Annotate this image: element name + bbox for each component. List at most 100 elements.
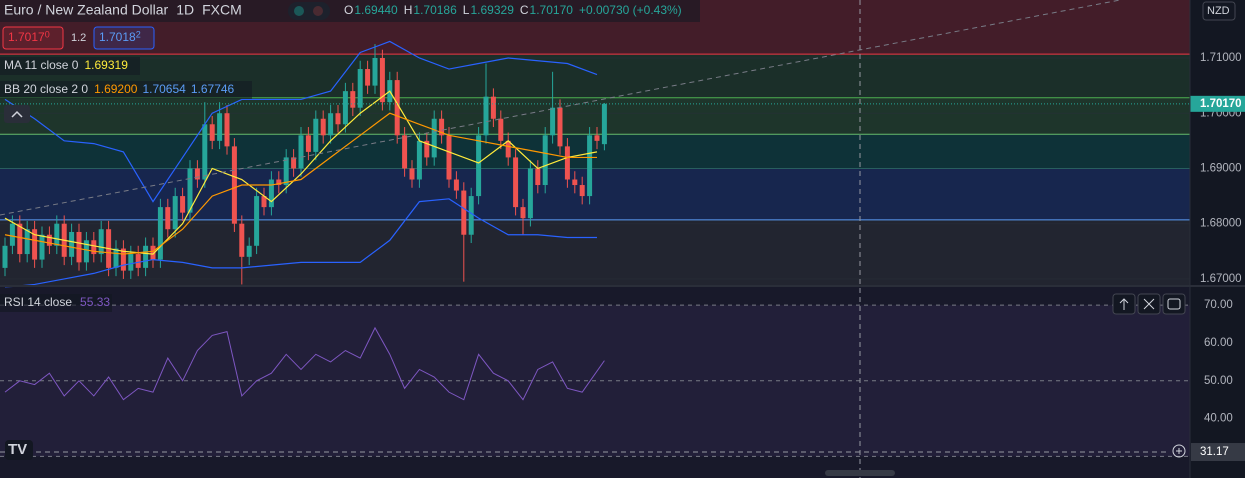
candle-body — [76, 231, 82, 263]
header-bg — [0, 0, 700, 22]
candle-body — [416, 140, 422, 180]
indicator-value: 1.69319 — [84, 58, 128, 72]
candle-body — [468, 196, 474, 235]
svg-text:TV: TV — [8, 441, 27, 458]
candle-body — [224, 113, 230, 147]
indicator-name: BB 20 close 2 0 — [4, 82, 88, 96]
ohlc-value: 1.69440 — [354, 3, 398, 17]
price-pane: 1.710001.700001.690001.680001.670001.701… — [0, 0, 1245, 288]
y-tick-label: 1.68000 — [1200, 218, 1242, 230]
indicator-name: MA 11 close 0 — [4, 58, 79, 72]
candle-body — [305, 135, 311, 152]
buy-price-sup: 2 — [136, 29, 141, 39]
pane-buttons[interactable] — [1112, 293, 1186, 315]
candle-body — [513, 157, 519, 208]
candle-body — [157, 207, 163, 260]
candle-body — [187, 168, 193, 213]
candle-body — [202, 124, 208, 180]
candle-body — [69, 231, 75, 257]
rsi-pane-bg — [0, 287, 1190, 478]
crosshair-label: 31.17 — [1200, 446, 1229, 458]
candle-body — [476, 135, 482, 197]
add-button[interactable] — [1172, 444, 1186, 458]
buy-price: 1.7018 — [99, 30, 136, 44]
candle-body — [254, 196, 260, 246]
candle-body — [424, 140, 430, 158]
add-icon — [1176, 448, 1182, 454]
indicator-line — [4, 198, 597, 288]
change: +0.00730 (+0.43%) — [579, 3, 682, 17]
candle-body — [365, 69, 371, 86]
candle-body — [54, 223, 60, 246]
candle-body — [557, 107, 563, 147]
candle-body — [268, 179, 274, 208]
candle-body — [350, 91, 356, 108]
candle-body — [483, 96, 489, 136]
rsi-line — [4, 326, 605, 401]
last-price-label: 1.70170 — [1200, 98, 1242, 110]
candle-body — [194, 168, 200, 180]
interval: 1D — [176, 2, 194, 18]
indicator-value: 1.67746 — [191, 82, 235, 96]
rsi-legend-bg — [0, 294, 112, 312]
candle-body — [83, 240, 89, 263]
ohlc-key: L — [463, 3, 470, 17]
candle-body — [91, 240, 97, 255]
source: FXCM — [202, 2, 242, 18]
candle-body — [39, 234, 45, 260]
candle-body — [564, 146, 570, 180]
legend-bg — [0, 57, 140, 75]
candle-body — [128, 254, 134, 271]
buy-button[interactable] — [93, 26, 155, 50]
candle-body — [172, 196, 178, 230]
candle-body — [342, 91, 348, 125]
candle-body — [439, 118, 445, 136]
ohlc-key: O — [344, 3, 353, 17]
spread: 1.2 — [71, 32, 86, 44]
scrollbar[interactable] — [825, 470, 895, 476]
candle-body — [143, 245, 149, 268]
candle-body — [587, 135, 593, 197]
candle-body — [527, 168, 533, 219]
logo[interactable]: TV — [5, 440, 33, 460]
candle-body — [120, 248, 126, 271]
candle-body — [135, 254, 141, 268]
indicator-line — [4, 40, 598, 203]
y-tick-label: 40.00 — [1204, 413, 1233, 425]
currency-button[interactable] — [1202, 1, 1236, 21]
candle-body — [357, 69, 363, 108]
candle-body — [490, 96, 496, 119]
candle-body — [335, 113, 341, 125]
indicator-value: 1.69200 — [94, 82, 138, 96]
candle-body — [550, 107, 556, 136]
sell-button[interactable] — [2, 26, 64, 50]
candle-body — [313, 118, 319, 152]
candle-body — [2, 245, 8, 268]
candle-body — [402, 135, 408, 169]
ohlc-value: 1.70170 — [530, 3, 574, 17]
zone — [0, 219, 1190, 285]
candle-body — [394, 80, 400, 136]
y-tick-label: 50.00 — [1204, 375, 1233, 387]
candle-body — [535, 168, 541, 186]
candle-body — [505, 140, 511, 158]
candle-body — [328, 113, 334, 136]
candle-body — [379, 57, 385, 103]
candle-body — [276, 179, 282, 186]
collapse-button[interactable] — [4, 105, 30, 123]
sell-price: 1.7017 — [8, 30, 45, 44]
zone — [0, 97, 1190, 135]
candle-body — [246, 245, 252, 257]
candle-body — [498, 118, 504, 141]
candle-body — [446, 135, 452, 180]
candle-body — [520, 207, 526, 219]
candle-body — [17, 223, 23, 255]
y-tick-label: 1.67000 — [1200, 273, 1242, 285]
y-tick-label: 60.00 — [1204, 337, 1233, 349]
zone — [0, 168, 1190, 220]
candle-body — [579, 185, 585, 197]
candle-body — [239, 223, 245, 257]
candle-body — [209, 124, 215, 141]
